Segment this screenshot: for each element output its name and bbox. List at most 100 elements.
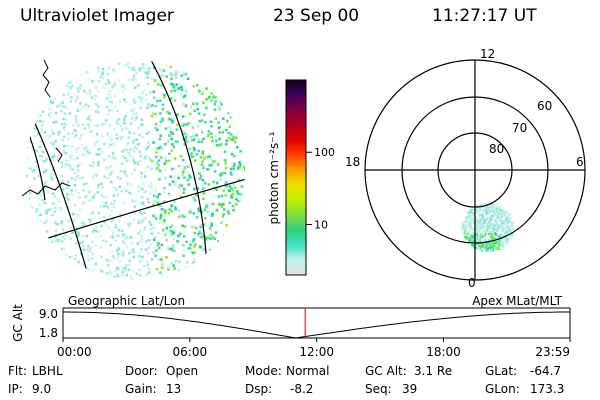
- emission-pixel: [214, 91, 217, 94]
- emission-pixel: [201, 279, 205, 280]
- polar-emission-pixel: [503, 229, 506, 233]
- emission-pixel: [223, 150, 227, 153]
- polar-emission-pixel: [495, 207, 499, 210]
- emission-pixel: [154, 79, 157, 82]
- emission-pixel: [52, 159, 56, 162]
- polar-emission-pixel: [506, 225, 509, 228]
- emission-pixel: [213, 103, 216, 106]
- emission-pixel: [111, 231, 115, 234]
- emission-pixel: [88, 91, 92, 95]
- emission-pixel: [154, 66, 158, 70]
- emission-pixel: [240, 265, 243, 269]
- emission-pixel: [176, 64, 180, 67]
- emission-pixel: [179, 93, 183, 96]
- emission-pixel: [56, 157, 60, 161]
- polar-emission-pixel: [486, 249, 489, 252]
- emission-pixel: [190, 152, 193, 155]
- polar-emission-pixel: [498, 235, 502, 238]
- emission-pixel: [211, 212, 214, 216]
- emission-pixel: [163, 168, 167, 172]
- polar-emission-pixel: [465, 217, 468, 220]
- emission-pixel: [172, 145, 176, 149]
- dsp-value: -8.2: [290, 382, 314, 396]
- emission-pixel: [189, 136, 192, 139]
- emission-pixel: [147, 185, 150, 188]
- emission-pixel: [240, 60, 243, 64]
- polar-emission-pixel: [468, 223, 472, 226]
- emission-pixel: [170, 90, 173, 93]
- emission-pixel: [221, 62, 224, 66]
- emission-pixel: [130, 116, 134, 120]
- emission-pixel: [144, 248, 148, 251]
- emission-pixel: [164, 176, 167, 180]
- emission-pixel: [107, 81, 111, 84]
- emission-pixel: [28, 230, 32, 234]
- emission-pixel: [196, 107, 199, 111]
- emission-pixel: [176, 123, 179, 127]
- emission-pixel: [62, 117, 65, 121]
- emission-pixel: [41, 253, 45, 257]
- emission-pixel: [71, 84, 74, 88]
- polar-emission-pixel: [509, 226, 513, 229]
- emission-pixel: [39, 91, 42, 95]
- emission-pixel: [74, 114, 78, 118]
- emission-pixel: [195, 274, 198, 277]
- polar-emission-pixel: [484, 206, 488, 209]
- emission-pixel: [87, 123, 90, 126]
- emission-pixel: [45, 274, 49, 277]
- emission-pixel: [146, 72, 150, 75]
- orbit-y-tick-max: 9.0: [39, 307, 58, 321]
- emission-pixel: [244, 196, 245, 200]
- emission-pixel: [213, 134, 217, 138]
- emission-pixel: [197, 112, 201, 115]
- emission-pixel: [215, 268, 219, 271]
- emission-pixel: [33, 277, 36, 280]
- emission-pixel: [94, 110, 98, 113]
- emission-pixel: [204, 279, 207, 280]
- emission-pixel: [118, 185, 121, 189]
- emission-pixel: [137, 185, 141, 188]
- emission-pixel: [95, 103, 98, 106]
- emission-pixel: [165, 278, 169, 280]
- emission-pixel: [225, 223, 228, 227]
- emission-pixel: [56, 105, 59, 109]
- polar-emission-pixel: [470, 214, 473, 217]
- polar-emission-pixel: [506, 212, 509, 216]
- emission-pixel: [193, 258, 196, 261]
- emission-pixel: [133, 146, 137, 149]
- emission-pixel: [170, 232, 174, 236]
- emission-pixel: [180, 85, 183, 89]
- emission-pixel: [163, 234, 167, 237]
- emission-pixel: [59, 180, 62, 183]
- polar-emission-pixel: [482, 210, 485, 213]
- emission-pixel: [26, 252, 30, 256]
- emission-pixel: [230, 114, 234, 117]
- polar-emission-pixel: [482, 219, 486, 222]
- emission-pixel: [31, 271, 35, 274]
- colorbar-label: photon cm⁻²s⁻¹: [267, 131, 281, 224]
- colorbar-tick-label: 100: [314, 146, 335, 159]
- emission-pixel: [227, 212, 231, 215]
- emission-pixel: [237, 213, 241, 216]
- emission-pixel: [78, 68, 81, 71]
- emission-pixel: [85, 194, 88, 197]
- emission-pixel: [201, 150, 205, 153]
- emission-pixel: [164, 215, 168, 218]
- emission-pixel: [35, 208, 39, 211]
- emission-pixel: [124, 243, 128, 247]
- emission-pixel: [65, 196, 68, 199]
- emission-pixel: [99, 75, 102, 79]
- emission-pixel: [170, 100, 173, 103]
- emission-pixel: [155, 267, 159, 271]
- emission-pixel: [92, 196, 95, 199]
- polar-emission-pixel: [497, 226, 500, 229]
- emission-pixel: [178, 183, 182, 187]
- emission-pixel: [207, 207, 211, 210]
- emission-pixel: [165, 279, 169, 280]
- emission-pixel: [52, 155, 56, 158]
- emission-pixel: [49, 263, 52, 267]
- emission-pixel: [44, 182, 47, 185]
- emission-pixel: [48, 115, 52, 118]
- emission-pixel: [234, 277, 238, 280]
- emission-pixel: [147, 70, 151, 74]
